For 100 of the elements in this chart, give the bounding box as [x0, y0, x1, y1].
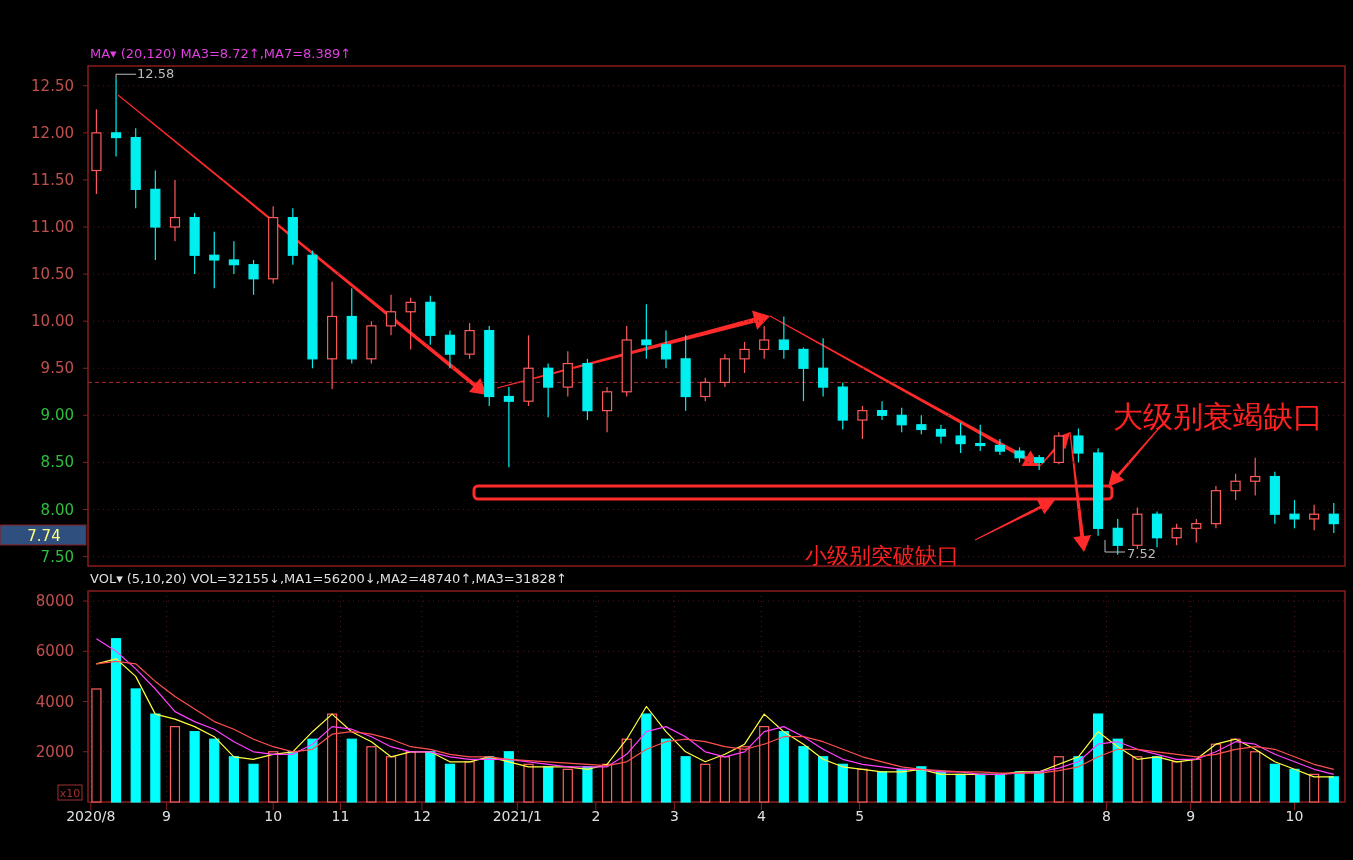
bar [268, 751, 279, 803]
annotation: 12.58 [137, 66, 175, 82]
x-tick-label: 8 [1102, 808, 1111, 824]
x-tick-label: 4 [756, 808, 766, 824]
bar [110, 638, 122, 803]
x-tick-label: 12 [412, 808, 431, 824]
x-tick-label: 5 [855, 808, 865, 824]
x-tick-label: 11 [331, 808, 350, 824]
bar [1112, 738, 1123, 803]
text: 7.74 [27, 527, 61, 545]
y-tick-label: 7.50 [40, 547, 74, 566]
y-tick-label: 12.50 [31, 76, 74, 95]
bar [1191, 758, 1202, 803]
y-tick-label: 11.50 [31, 170, 74, 189]
x-tick-label: 9 [162, 808, 172, 824]
bar [1269, 763, 1280, 803]
bar [287, 751, 298, 803]
bar [1132, 756, 1143, 803]
y-tick-label: 10.50 [31, 265, 74, 284]
bar [994, 773, 1005, 803]
y-tick-label: 4000 [35, 692, 74, 711]
x-tick-label: 2 [591, 808, 601, 824]
bar [523, 763, 534, 803]
bar [1309, 773, 1320, 803]
bar [346, 738, 357, 803]
bar [1289, 768, 1300, 803]
bar [1328, 776, 1339, 803]
y-tick-label: 12.00 [31, 123, 74, 142]
bar [876, 771, 888, 803]
bar [228, 756, 239, 803]
y-tick-label: 9.00 [40, 406, 74, 425]
bar [366, 746, 377, 803]
bar [641, 713, 652, 803]
x-tick-label: 2021/1 [492, 808, 542, 824]
y-tick-label: 10.00 [31, 312, 74, 331]
bar [169, 726, 181, 803]
y-tick-label: 8.50 [40, 453, 74, 472]
bar [621, 738, 632, 803]
bar [739, 746, 750, 803]
y-tick-label: 11.00 [31, 218, 74, 237]
bar [405, 751, 416, 803]
bar [935, 771, 947, 803]
text: x10 [59, 787, 81, 800]
bar [385, 756, 397, 803]
line-series [95, 638, 1335, 775]
bar [150, 713, 161, 803]
bar [818, 756, 829, 803]
bar [719, 756, 731, 803]
x-tick-label: 10 [264, 808, 283, 824]
y-tick-label: 6000 [35, 642, 74, 661]
bar [896, 768, 907, 803]
bar [582, 766, 593, 803]
bar [680, 756, 691, 803]
bar [857, 768, 868, 803]
bar [660, 738, 672, 803]
bar [464, 761, 475, 803]
bar [916, 766, 927, 803]
bar [307, 738, 318, 803]
annotation: 小级别突破缺口 [805, 543, 959, 568]
bar [543, 766, 554, 803]
bar [562, 768, 573, 803]
text: VOL▾ (5,10,20) VOL=32155↓,MA1=56200↓,MA2=48740↑,MA3=31828↑ [90, 571, 567, 586]
bar [425, 751, 436, 803]
x-tick-label: 10 [1285, 808, 1304, 824]
bar [1053, 756, 1064, 803]
bar [1250, 751, 1261, 803]
x-tick-label: 2020/8 [66, 808, 116, 824]
bar [209, 738, 220, 803]
bar [1171, 761, 1182, 803]
bar [759, 726, 770, 803]
annotation: 7.52 [1127, 546, 1156, 561]
bar [601, 763, 613, 803]
bar [1073, 756, 1084, 803]
bar [798, 746, 809, 803]
y-tick-label: 8.00 [40, 500, 74, 519]
bar [91, 688, 102, 803]
bar [975, 773, 986, 803]
bar [1230, 738, 1241, 803]
bar [955, 773, 966, 803]
y-tick-label: 9.50 [40, 359, 74, 378]
bar [778, 731, 789, 803]
bar [327, 713, 338, 803]
annotation: 大级别衰竭缺口 [1113, 398, 1324, 434]
bar [248, 763, 259, 803]
bar [837, 763, 848, 803]
bar [189, 731, 200, 803]
text: MA▾ (20,120) MA3=8.72↑,MA7=8.389↑ [90, 46, 352, 61]
bar [1014, 771, 1025, 803]
bar [1092, 713, 1104, 803]
bar [484, 756, 495, 803]
x-tick-label: 9 [1186, 808, 1196, 824]
x-tick-label: 3 [669, 808, 679, 824]
y-tick-label: 2000 [35, 742, 74, 761]
bar [130, 688, 141, 803]
bar [700, 763, 711, 803]
bar [444, 763, 456, 803]
bar [503, 751, 514, 803]
bar [1151, 756, 1163, 803]
bar [1034, 771, 1045, 803]
bar [1210, 743, 1222, 803]
